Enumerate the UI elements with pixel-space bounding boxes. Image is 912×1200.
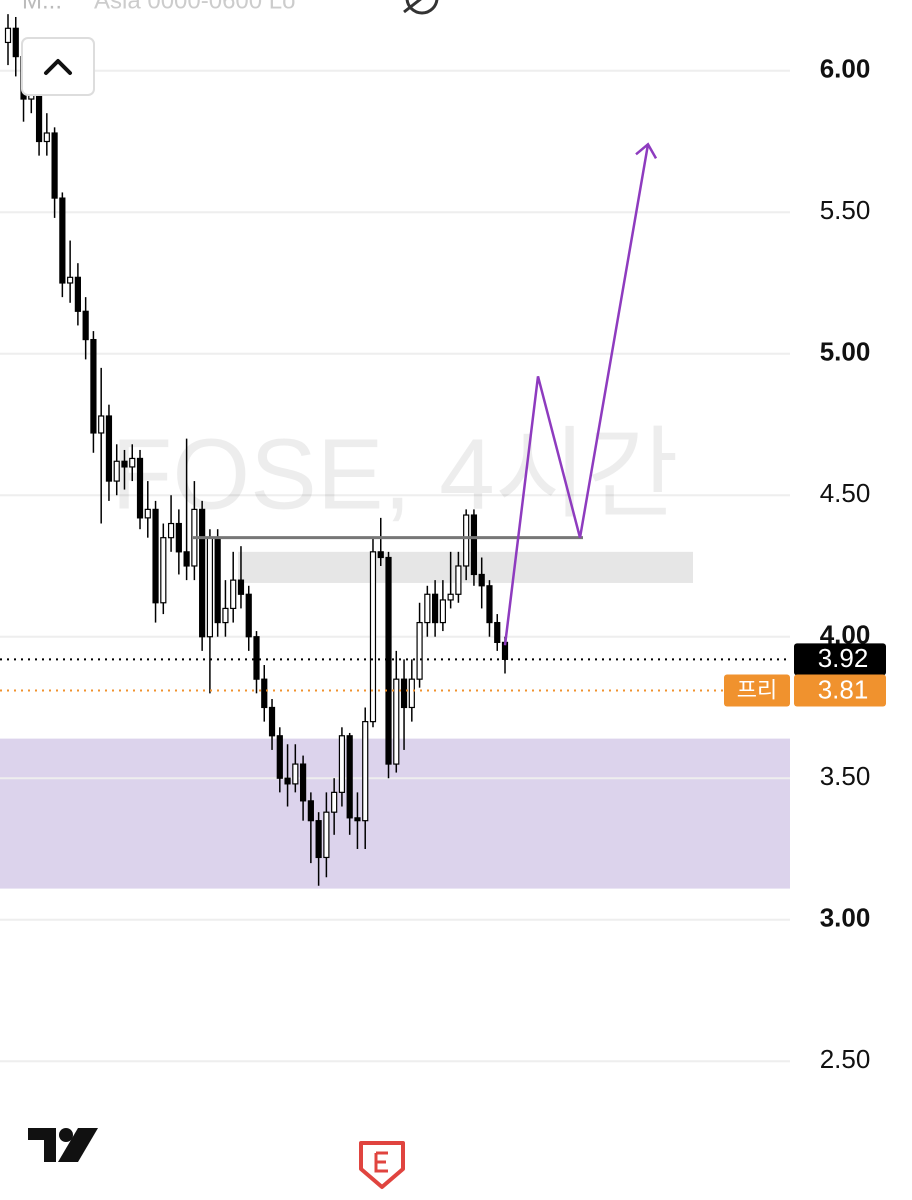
pre-price-box [794,674,886,707]
candle-body [245,593,252,638]
header-eye-icon[interactable] [403,0,440,15]
candle-body [284,777,291,785]
pre-price-tag: 프리 [737,677,777,702]
candle-body [167,522,175,539]
candle-body [377,551,384,559]
candle-body [74,276,81,312]
candle-body [144,508,151,519]
candle-body [98,415,105,434]
candle-body [494,621,501,643]
candle-body [424,593,431,624]
last-price-box [794,643,886,676]
candle-body [416,621,423,680]
candle-body [152,508,159,604]
candle-body [160,537,167,604]
candle-body [136,457,144,519]
last-price-label: 3.92 [818,643,869,673]
candle-body [362,721,369,822]
overlay [0,142,790,692]
candle-body [323,811,330,859]
candle-body [237,579,245,595]
candle-body [121,460,128,468]
candle-body [105,415,113,482]
candle-body [59,197,66,284]
candle-body [230,579,237,610]
y-tick-label: 6.00 [820,54,871,84]
candle-body [432,593,439,624]
candle-body [206,537,214,638]
candle-body [90,338,97,434]
candle-body [346,735,353,819]
candle-body [315,820,322,859]
candle-body [307,800,314,822]
tradingview-logo [28,1128,98,1162]
header-symbol: M... [22,0,62,14]
pre-price-tag-box [724,674,790,707]
candle-body [486,585,493,624]
candle-body [261,678,268,709]
y-tick-label: 2.50 [820,1044,871,1074]
y-tick-label: 5.00 [820,337,871,367]
candle-body [276,735,283,779]
candle-body [447,593,454,601]
candle-body [331,791,338,813]
candle-body [408,678,415,709]
candle-body [51,132,58,199]
y-tick-label: 5.50 [820,195,871,225]
candle-body [175,522,182,553]
candle-body [113,460,120,482]
candle-body [463,514,470,567]
candle-body [354,817,361,822]
pre-price-label: 3.81 [818,674,869,704]
candle-body [268,706,276,737]
candle-body [82,310,89,341]
candle-body [183,551,190,567]
earnings-icon[interactable] [359,1141,405,1189]
candle-body [299,763,307,802]
candle-body [385,556,392,765]
candle-body [455,565,462,595]
candle-body [369,551,377,723]
candle-body [67,276,74,284]
projection-path [503,144,650,646]
candle-body [214,537,221,624]
candle-body [253,636,260,680]
y-tick-label: 3.50 [820,761,871,791]
candle-body [43,132,50,143]
y-tick-label: 3.00 [820,903,871,933]
candle-body [12,27,19,58]
candle-body [4,27,12,44]
grid [0,69,790,1063]
projection-arrowhead [635,142,658,159]
candle-body [470,514,478,576]
candle-body [393,678,400,765]
candle-body [400,678,408,709]
candle-body [222,607,229,624]
candle-body [199,508,206,638]
candle-body [478,573,485,587]
candle-body [439,599,446,624]
candle-body [129,457,136,468]
header-session: Asia 0000-0600 Lo [94,0,296,14]
candle-body [338,735,346,793]
y-tick-label: 4.50 [820,478,871,508]
candle-body [292,763,299,785]
collapse-button[interactable] [21,37,95,96]
